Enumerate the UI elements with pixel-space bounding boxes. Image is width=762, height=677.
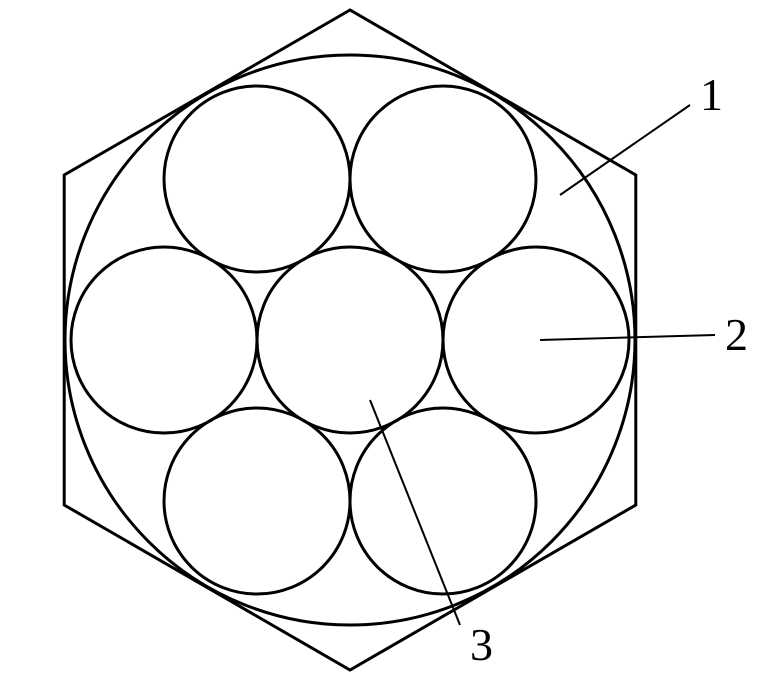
- inner-circle-0: [257, 247, 443, 433]
- inner-circle-4: [164, 408, 350, 594]
- label-1: 1: [700, 69, 723, 120]
- label-2: 2: [725, 309, 748, 360]
- inner-circle-5: [350, 408, 536, 594]
- inner-circle-6: [443, 247, 629, 433]
- inner-circle-1: [350, 86, 536, 272]
- inner-circle-3: [71, 247, 257, 433]
- inner-circle-2: [164, 86, 350, 272]
- label-3: 3: [470, 619, 493, 670]
- leader-line-1: [560, 105, 690, 195]
- cross-section-diagram: 1 2 3: [0, 0, 762, 677]
- leader-lines-group: [370, 105, 715, 625]
